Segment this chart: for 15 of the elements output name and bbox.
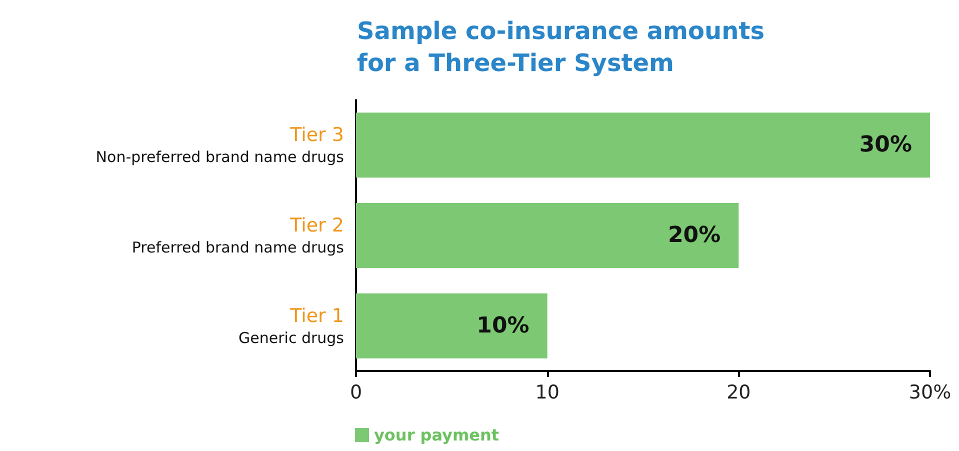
bar [356,202,739,268]
bar [356,293,548,358]
y-tick-label: Tier 1 Generic drugs [238,304,344,347]
x-tick-label: 0 [350,382,362,404]
data-label: 30% [859,132,912,158]
data-label: 20% [668,223,721,248]
data-label: 10% [476,313,530,338]
y-tick-label: Tier 2 Preferred brand name drugs [132,214,344,256]
x-tick-label: 30% [908,382,952,404]
y-tick-label: Tier 3 Non-preferred brand name drugs [96,124,344,166]
bar [356,112,930,178]
chart-title: Sample co-insurance amounts for a Three-Tier System [357,17,764,77]
x-tick-label: 20 [726,382,751,404]
legend-label: your payment [374,426,500,444]
x-tick-label: 10 [535,382,560,404]
